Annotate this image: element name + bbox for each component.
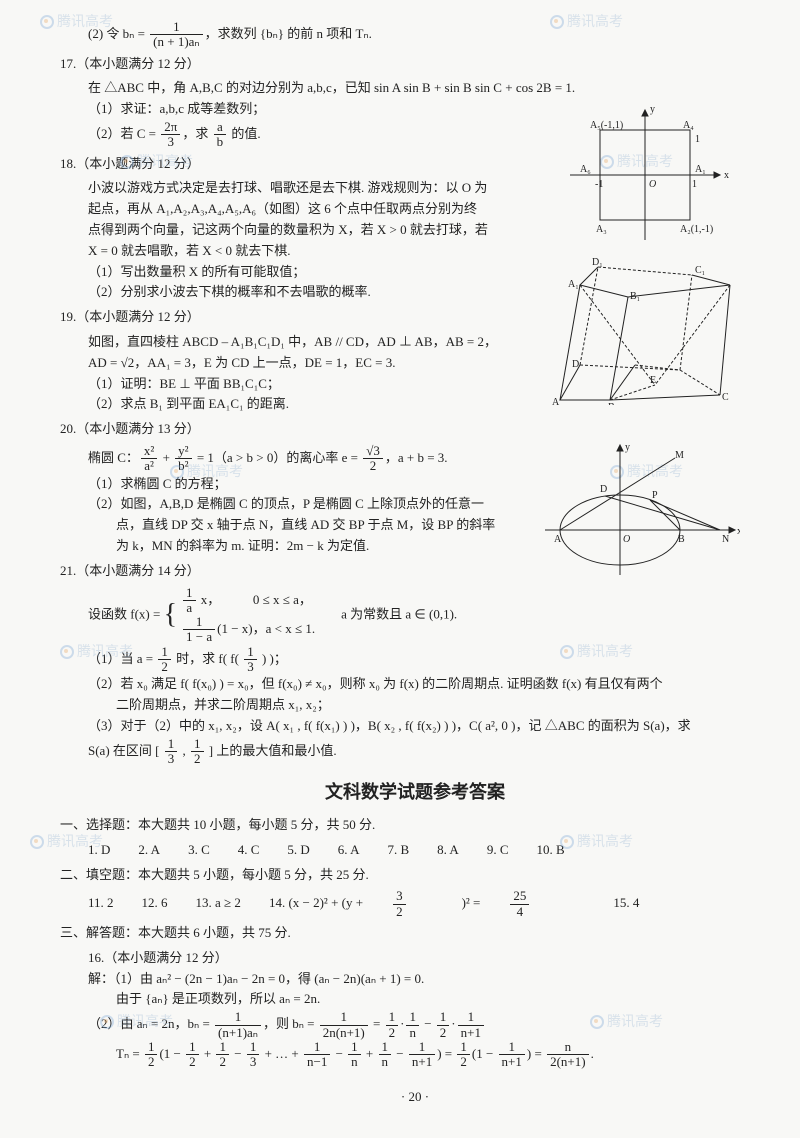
section-2: 二、填空题：本大题共 5 小题，每小题 5 分，共 25 分. [60,865,770,886]
section-1: 一、选择题：本大题共 10 小题，每小题 5 分，共 50 分. [60,815,770,836]
fig-18-axes: xy A₅(-1,1)A₄1 A₆A₁ -11 O A₃A₂(1,-1) [560,100,730,250]
svg-text:M: M [675,450,684,461]
svg-text:C: C [722,392,729,403]
svg-text:1: 1 [695,134,700,145]
svg-text:D₁: D₁ [592,257,603,268]
svg-text:A: A [554,534,562,545]
svg-text:D: D [600,484,607,495]
svg-text:B: B [608,402,615,405]
svg-text:x: x [724,170,729,181]
svg-text:A₆: A₆ [580,164,591,175]
fig-20-ellipse: y x A O B N D P M [540,440,740,580]
q20-head: 20.（本小题满分 13 分） [60,419,770,440]
svg-text:A₃: A₃ [596,224,607,235]
svg-text:N: N [722,534,729,545]
svg-text:C₁: C₁ [695,265,705,276]
fig-19-prism: D₁ C₁ A₁ B₁ D E C A B [550,255,740,405]
svg-text:y: y [625,442,630,453]
svg-text:A₂(1,-1): A₂(1,-1) [680,224,713,235]
answer-title: 文科数学试题参考答案 [60,778,770,807]
svg-text:-1: -1 [595,179,603,190]
svg-text:A₁: A₁ [695,164,706,175]
svg-text:O: O [649,179,656,190]
svg-text:A: A [552,397,560,405]
svg-text:B: B [678,534,685,545]
section-3: 三、解答题：本大题共 6 小题，共 75 分. [60,923,770,944]
svg-text:A₁: A₁ [568,279,579,290]
svg-text:A₅(-1,1): A₅(-1,1) [590,120,623,131]
q16-2: (2) 令 bₙ = [88,26,148,41]
svg-text:A₄: A₄ [683,120,694,131]
svg-text:P: P [652,490,658,501]
page-number: · 20 · [60,1087,770,1108]
svg-text:E: E [650,375,656,386]
svg-text:y: y [650,104,655,115]
q17-head: 17.（本小题满分 12 分） [60,54,770,75]
svg-text:1: 1 [692,179,697,190]
svg-text:B₁: B₁ [630,291,640,302]
svg-text:O: O [623,534,630,545]
svg-text:D: D [572,359,579,370]
svg-text:x: x [737,526,740,537]
